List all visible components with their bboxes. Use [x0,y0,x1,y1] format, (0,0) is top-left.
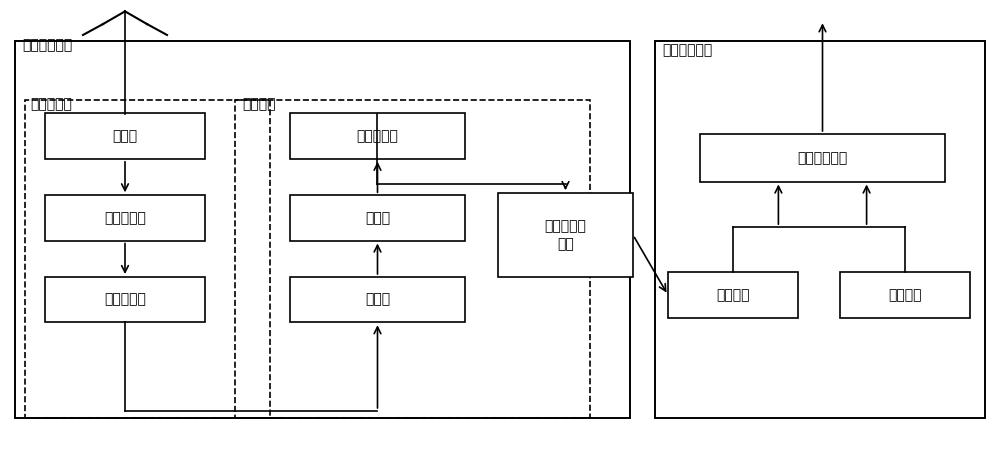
Text: 质量控制单元: 质量控制单元 [662,43,712,57]
Text: 下变频模块: 下变频模块 [30,97,72,111]
Bar [840,272,970,318]
Text: 变频器: 变频器 [112,129,138,143]
Text: 滤波器: 滤波器 [365,293,390,306]
Text: 质量计算模块: 质量计算模块 [797,151,848,165]
Text: 相位反旋器: 相位反旋器 [357,129,398,143]
Text: 内插器: 内插器 [365,211,390,225]
Bar [700,134,945,182]
Bar [45,277,205,322]
Bar [235,100,590,418]
Text: 平均模块: 平均模块 [716,288,750,302]
Bar [655,41,985,418]
Bar [668,272,798,318]
Bar [290,114,465,159]
Text: 固定滤波器: 固定滤波器 [104,211,146,225]
Bar [290,277,465,322]
Bar [498,193,633,277]
Bar [15,41,630,418]
Text: 解调模块: 解调模块 [242,97,276,111]
Text: 模数转换器: 模数转换器 [104,293,146,306]
Bar [290,195,465,241]
Bar [45,114,205,159]
Text: 平均模块: 平均模块 [888,288,922,302]
Text: 信噪比检测
模块: 信噪比检测 模块 [545,219,586,251]
Bar [25,100,270,418]
Text: 质量检测单元: 质量检测单元 [22,38,72,52]
Bar [45,195,205,241]
